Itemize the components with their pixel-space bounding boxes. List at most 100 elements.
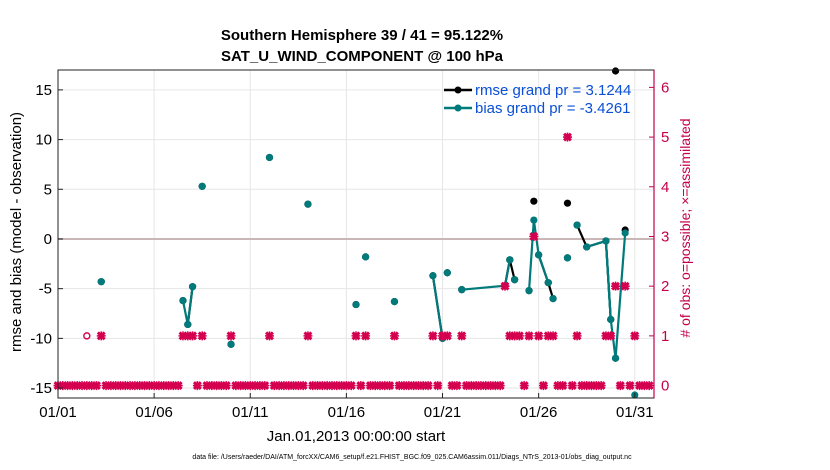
obs_assimilated-marker [346,381,356,391]
obs_assimilated-marker [428,331,438,341]
x-tick-label: 01/01 [39,404,77,421]
bias-marker [429,272,437,280]
series-layer [53,67,654,399]
obs_assimilated-marker [620,281,630,291]
x-axis-label: Jan.01,2013 00:00:00 start [267,428,446,445]
rmse-marker [530,197,538,205]
obs_assimilated-marker [606,331,616,341]
obs_assimilated-marker [192,381,202,391]
bias-marker [607,315,615,324]
bias-marker [506,256,514,264]
obs_assimilated-marker [558,381,568,391]
bias-marker [362,253,370,261]
bias-marker [390,297,399,306]
obs_assimilated-marker [356,381,366,391]
bias-marker [265,153,274,162]
x-tick-label: 01/06 [135,404,173,421]
x-tick-label: 01/16 [328,404,366,421]
obs_assimilated-marker [529,231,539,241]
bias-marker [179,296,187,305]
obs_assimilated-marker [298,381,308,391]
bias-marker [535,251,543,259]
x-tick-label: 01/21 [424,404,462,421]
y2-tick-label: 3 [661,228,669,245]
chart-title: Southern Hemisphere 39 / 41 = 95.122% [221,27,503,44]
obs_assimilated-marker [596,381,606,391]
x-tick-label: 01/31 [616,404,654,421]
obs_assimilated-marker [519,381,529,391]
bias-line-segment [431,275,444,339]
obs_assimilated-marker [615,381,625,391]
y2-tick-label: 6 [661,79,669,96]
y2-tick-label: 1 [661,328,669,345]
obs_assimilated-marker [538,381,548,391]
rmse-marker [563,199,572,207]
x-axis: 01/01 01/06 01/11 01/16 01/21 01/26 01/31 [39,393,654,421]
bias-marker [563,254,572,262]
obs_assimilated-marker [173,381,183,391]
bias-marker [184,320,192,329]
y-tick-label: -10 [30,330,52,347]
y2-tick-label: 2 [661,278,669,295]
y2-tick-label: 4 [661,179,669,196]
obs_assimilated-marker [625,381,635,391]
obs_possible-marker [83,332,91,340]
obs_assimilated-marker [385,381,395,391]
y-tick-label: 15 [35,82,52,99]
plot-frame [57,69,655,399]
bias-marker [621,229,629,237]
x-tick-label: 01/11 [232,404,268,421]
obs_assimilated-marker [452,381,462,391]
obs_assimilated-marker [433,381,443,391]
obs_assimilated-marker [562,132,572,142]
bias-marker [583,243,591,251]
obs_assimilated-marker [264,331,274,341]
obs_assimilated-marker [630,331,640,341]
bias-line-segment [604,240,617,359]
obs_assimilated-marker [260,381,270,391]
bias-marker [573,221,581,229]
obs_assimilated-marker [303,331,313,341]
bias-marker [188,283,197,291]
y-tick-label: 0 [44,231,52,248]
obs_assimilated-marker [495,381,505,391]
y-axis-label: rmse and bias (model - observation) [8,112,25,352]
obs_assimilated-marker [514,331,524,341]
obs_assimilated-marker [572,331,582,341]
obs_assimilated-marker [197,331,207,341]
legend-bias-marker [454,104,462,112]
bias-marker [227,340,235,348]
bias-marker [304,200,312,208]
y-axis-left: -15 -10 -5 0 5 10 15 [30,82,63,397]
obs_assimilated-marker [91,381,101,391]
y-tick-label: -5 [39,281,52,298]
obs_assimilated-marker [442,331,452,341]
bias-marker [97,278,105,286]
y2-axis-label: # of obs: o=possible; ×=assimilated [677,118,693,337]
bias-marker [198,182,206,190]
obs_assimilated-marker [96,331,106,341]
chart-subtitle: SAT_U_WIND_COMPONENT @ 100 hPa [221,48,504,65]
obs_assimilated-marker [567,381,577,391]
obs_assimilated-marker [524,331,534,341]
y2-tick-label: 5 [661,129,669,146]
gridlines [57,70,654,398]
bias-marker [602,237,610,245]
bias-marker [611,354,620,362]
obs_assimilated-marker [457,331,467,341]
legend-bias-label: bias grand pr = -3.4261 [475,100,631,117]
y-tick-label: -15 [30,380,52,397]
bias-marker [511,276,519,284]
obs_assimilated-marker [534,331,544,341]
y-tick-label: 10 [35,132,52,149]
bias-line-segment [614,232,627,359]
bias-marker [544,279,552,287]
obs_assimilated-marker [226,331,236,341]
obs_assimilated-marker [389,331,399,341]
rmse-marker [611,67,620,75]
footnote: data file: /Users/raeder/DAI/ATM_forcXX/… [192,454,632,461]
y2-tick-label: 0 [661,378,669,395]
bias-marker [458,286,466,294]
bias-marker [352,300,360,309]
